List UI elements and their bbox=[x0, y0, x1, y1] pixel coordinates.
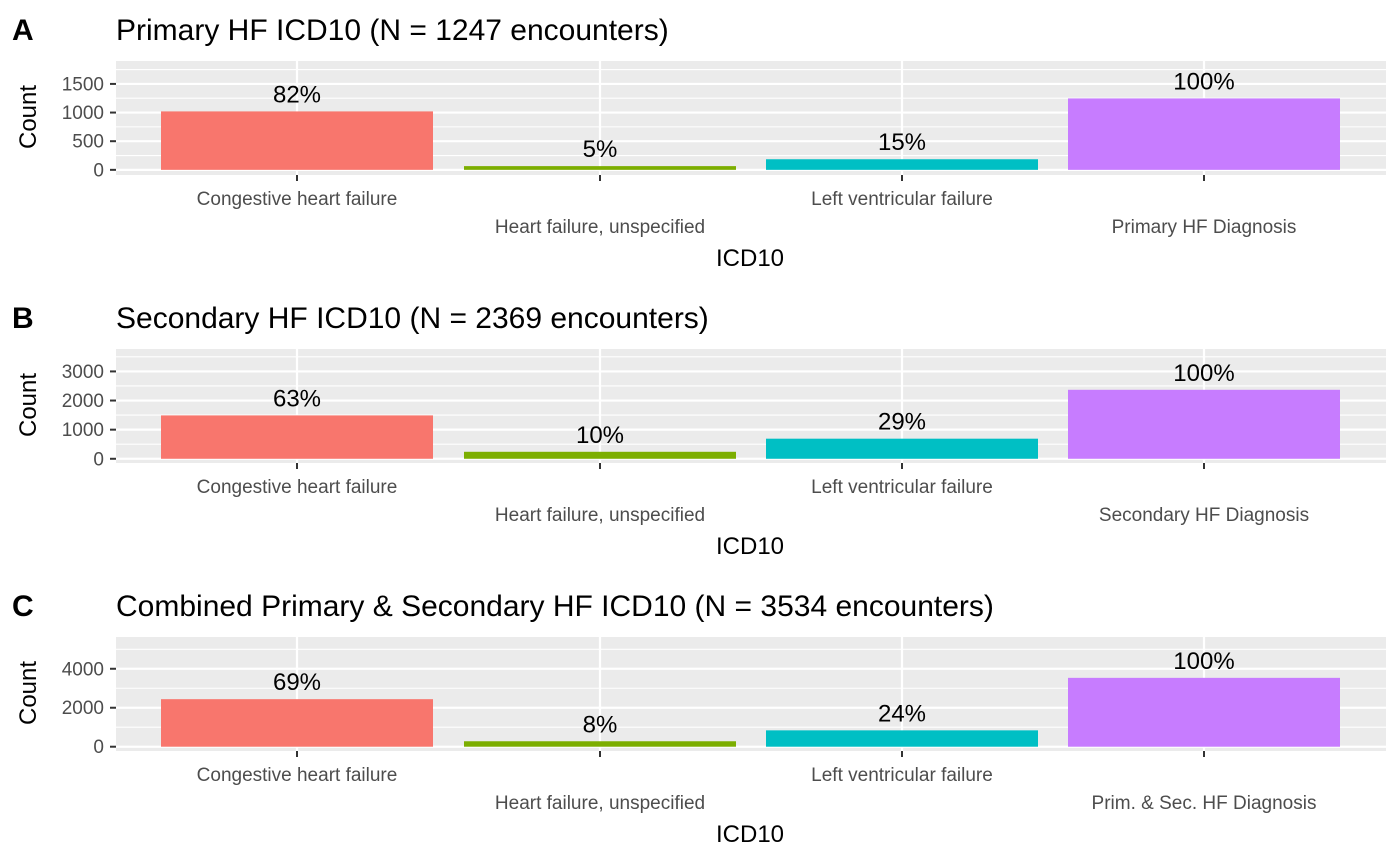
bar bbox=[1068, 389, 1340, 459]
bar bbox=[464, 451, 736, 459]
y-tick-label: 1500 bbox=[62, 74, 104, 95]
bar-value-label: 82% bbox=[273, 81, 321, 108]
x-tick-label: Heart failure, unspecified bbox=[495, 793, 705, 814]
panel-title: Secondary HF ICD10 (N = 2369 encounters) bbox=[116, 302, 709, 335]
panel-tag: C bbox=[12, 590, 34, 623]
y-tick-label: 3000 bbox=[62, 362, 104, 383]
bar-value-label: 63% bbox=[273, 385, 321, 412]
y-tick-label: 0 bbox=[93, 737, 104, 758]
x-tick-label: Left ventricular failure bbox=[811, 765, 993, 786]
bar bbox=[1068, 677, 1340, 747]
x-tick-label: Left ventricular failure bbox=[811, 189, 993, 210]
bar bbox=[161, 111, 433, 170]
y-tick-label: 2000 bbox=[62, 698, 104, 719]
x-axis-title: ICD10 bbox=[716, 245, 784, 272]
x-tick-label: Congestive heart failure bbox=[197, 189, 398, 210]
bar-value-label: 69% bbox=[273, 669, 321, 696]
x-tick-label: Prim. & Sec. HF Diagnosis bbox=[1092, 793, 1317, 814]
y-tick-label: 2000 bbox=[62, 391, 104, 412]
bar-value-label: 10% bbox=[576, 422, 624, 449]
x-tick-label: Heart failure, unspecified bbox=[495, 505, 705, 526]
bar bbox=[464, 741, 736, 747]
bar bbox=[161, 699, 433, 747]
bar bbox=[766, 438, 1038, 459]
bar-value-label: 100% bbox=[1173, 68, 1234, 95]
panel-title: Primary HF ICD10 (N = 1247 encounters) bbox=[116, 14, 669, 47]
bar bbox=[161, 415, 433, 459]
y-tick-label: 0 bbox=[93, 449, 104, 470]
plot-area: 0 500 1000 1500 82% Congestive heart failure 5… bbox=[62, 61, 1386, 238]
x-axis-title: ICD10 bbox=[716, 821, 784, 848]
y-axis-title: Count bbox=[15, 373, 42, 437]
bar bbox=[1068, 98, 1340, 170]
x-tick-label: Congestive heart failure bbox=[197, 765, 398, 786]
panel-tag: A bbox=[12, 14, 34, 47]
x-tick-label: Secondary HF Diagnosis bbox=[1099, 505, 1309, 526]
y-tick-label: 1000 bbox=[62, 420, 104, 441]
bar bbox=[766, 159, 1038, 170]
y-tick-label: 0 bbox=[93, 160, 104, 181]
bar-value-label: 100% bbox=[1173, 648, 1234, 675]
y-tick-label: 1000 bbox=[62, 103, 104, 124]
bar-value-label: 15% bbox=[878, 129, 926, 156]
y-tick-label: 500 bbox=[72, 132, 104, 153]
panel-c: C Combined Primary & Secondary HF ICD10 … bbox=[12, 590, 1386, 848]
plot-area: 0 2000 4000 69% Congestive heart failure 8% He… bbox=[62, 637, 1386, 814]
bar-value-label: 29% bbox=[878, 409, 926, 436]
bar bbox=[766, 730, 1038, 747]
x-tick-label: Heart failure, unspecified bbox=[495, 217, 705, 238]
bar-value-label: 5% bbox=[583, 136, 618, 163]
panel-title: Combined Primary & Secondary HF ICD10 (N… bbox=[116, 590, 994, 623]
x-tick-label: Left ventricular failure bbox=[811, 477, 993, 498]
panel-tag: B bbox=[12, 302, 34, 335]
bar bbox=[464, 166, 736, 170]
y-tick-label: 4000 bbox=[62, 659, 104, 680]
bar-value-label: 24% bbox=[878, 700, 926, 727]
x-tick-label: Primary HF Diagnosis bbox=[1112, 217, 1297, 238]
x-axis-title: ICD10 bbox=[716, 533, 784, 560]
panel-a: A Primary HF ICD10 (N = 1247 encounters)… bbox=[12, 14, 1386, 272]
plot-area: 0 1000 2000 3000 63% Congestive heart failure… bbox=[62, 349, 1386, 526]
y-axis-title: Count bbox=[15, 85, 42, 149]
bar-value-label: 8% bbox=[583, 711, 618, 738]
panel-b: B Secondary HF ICD10 (N = 2369 encounter… bbox=[12, 302, 1386, 560]
y-axis-title: Count bbox=[15, 661, 42, 725]
x-tick-label: Congestive heart failure bbox=[197, 477, 398, 498]
bar-value-label: 100% bbox=[1173, 360, 1234, 387]
